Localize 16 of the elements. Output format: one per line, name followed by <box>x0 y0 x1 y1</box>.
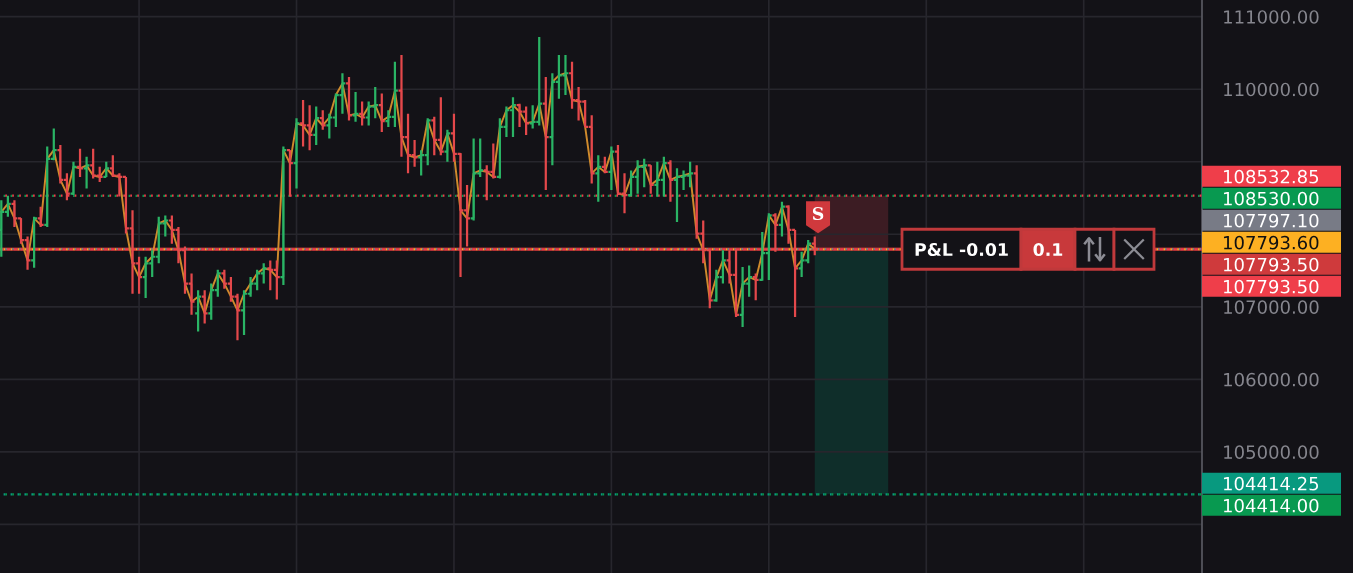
ref-line-label: 104414.25 <box>1223 476 1319 491</box>
text: 0.1 <box>1033 242 1063 257</box>
ref-line-label: 108532.85 <box>1223 169 1319 184</box>
y-tick-label: 107000.00 <box>1224 300 1319 314</box>
ref-line-label: 107797.10 <box>1223 213 1319 228</box>
ref-line-label: 107793.50 <box>1223 279 1319 294</box>
ref-line-label: 107793.60 <box>1223 235 1319 250</box>
ref-line-label: 104414.00 <box>1223 498 1319 513</box>
y-tick-label: 110000.00 <box>1224 82 1319 97</box>
ref-line-label: 107793.50 <box>1223 257 1319 272</box>
annotation: S <box>812 206 824 221</box>
ref-line-label: 108530.00 <box>1223 191 1319 206</box>
y-tick-label: 111000.00 <box>1224 10 1319 24</box>
y-tick-label: 106000.00 <box>1224 372 1319 387</box>
text: P&L -0.01 <box>915 242 1008 257</box>
y-tick-label: 105000.00 <box>1224 445 1319 459</box>
